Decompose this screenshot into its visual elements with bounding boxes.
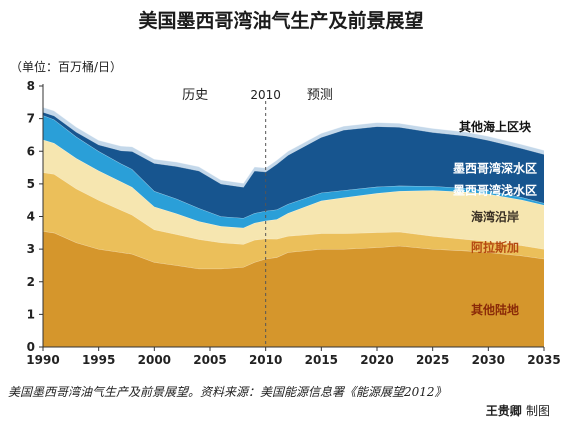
credit-author: 王贵卿 <box>485 404 522 418</box>
area-series-5 <box>43 107 544 188</box>
history-label: 历史 <box>182 88 208 103</box>
area-series-0 <box>43 231 544 347</box>
y-tick-label: 5 <box>27 177 35 191</box>
annotation-layer: 历史 2010 预测 <box>182 88 333 347</box>
figure-credit: 王贵卿 制图 <box>486 402 550 419</box>
series-label-2: 墨西哥湾浅水区 <box>453 182 537 197</box>
y-tick-label: 6 <box>27 144 35 158</box>
x-tick-label: 2030 <box>472 353 505 367</box>
y-tick-label: 7 <box>27 112 35 126</box>
series-label-3: 海湾沿岸 <box>471 209 519 224</box>
y-tick-label: 8 <box>27 79 35 93</box>
y-tick-label: 3 <box>27 242 35 256</box>
x-tick-label: 2015 <box>305 353 338 367</box>
area-edge-5 <box>42 106 545 184</box>
area-series-4 <box>43 112 544 219</box>
forecast-label: 预测 <box>307 88 333 103</box>
series-label-1: 墨西哥湾深水区 <box>453 161 537 176</box>
x-tick-label: 2025 <box>416 353 449 367</box>
y-axis-unit: （单位：百万桶/日） <box>10 60 123 74</box>
series-label-0: 其他海上区块 <box>459 119 532 134</box>
x-tick-label: 2035 <box>527 353 560 367</box>
y-tick-label: 4 <box>27 210 35 224</box>
credit-suffix: 制图 <box>525 404 550 418</box>
area-series-3 <box>43 115 544 228</box>
series-label-4: 阿拉斯加 <box>471 240 519 255</box>
x-tick-label: 2010 <box>249 353 282 367</box>
x-tick-label: 1995 <box>82 353 115 367</box>
figure-caption: 美国墨西哥湾油气生产及前景展望。资料来源：美国能源信息署《能源展望2012》 <box>8 385 447 399</box>
y-tick-label: 1 <box>27 307 35 321</box>
x-tick-label: 1990 <box>26 353 59 367</box>
y-tick-label: 2 <box>27 275 35 289</box>
x-tick-label: 2020 <box>360 353 393 367</box>
area-series-1 <box>43 172 544 269</box>
series-label-5: 其他陆地 <box>471 302 519 317</box>
x-tick-label: 2000 <box>138 353 171 367</box>
y-tick-label: 0 <box>27 340 35 354</box>
area-layer <box>42 106 545 347</box>
area-series-2 <box>43 139 544 250</box>
axes-layer: 0 1 2 3 4 5 6 7 8 1990 1995 2000 2005 2010 2015 2020 202… <box>26 79 560 367</box>
chart-title: 美国墨西哥湾油气生产及前景展望 <box>138 10 424 32</box>
divider-year-label: 2010 <box>250 88 281 102</box>
x-tick-label: 2005 <box>193 353 226 367</box>
